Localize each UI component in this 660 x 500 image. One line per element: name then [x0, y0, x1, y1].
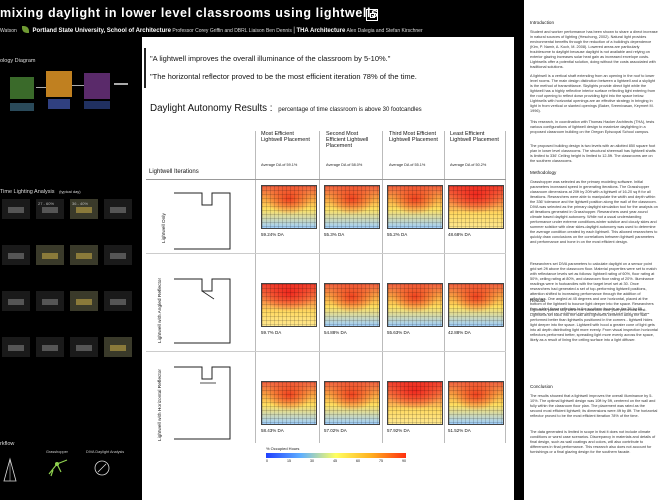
- iterations-label: Lightwell Iterations: [149, 169, 199, 175]
- heatmap: [324, 381, 380, 425]
- analysis-title: Time Lighting Analysis: [0, 189, 55, 195]
- da-value: 55.3% DA: [324, 232, 345, 237]
- heatmap: [324, 185, 380, 229]
- results-panel: "A lightwell improves the overall illumi…: [142, 37, 514, 500]
- legend-tick: 60: [356, 459, 360, 463]
- col-avg-2: Average DA of 58.0%: [326, 163, 363, 167]
- section-body: Student and worker performance has been …: [530, 30, 658, 69]
- section-head-methodology: Methodology: [530, 170, 557, 175]
- workflow-label: rkflow: [0, 441, 15, 447]
- university-name: Portland State University, School of Arc…: [32, 28, 171, 34]
- da-value: 54.88% DA: [324, 330, 347, 335]
- heatmap: [387, 381, 443, 425]
- row-label-horizontal-reflector: Lightwell with Horizontal Reflector: [158, 369, 163, 441]
- poster-title: mixing daylight in lower level classroom…: [0, 6, 379, 20]
- workflow-diva-label: DIVA Daylight Analysis: [86, 450, 125, 454]
- row-label-angled-reflector: Lightwell with Angled Reflector: [158, 277, 163, 343]
- legend-tick: 45: [333, 459, 337, 463]
- legend-tick: 90: [402, 459, 406, 463]
- section-body: Researchers set DIVA parameters to calcu…: [530, 262, 657, 314]
- section-sketch-horizontal: [174, 366, 231, 440]
- analysis-subtitle: (typical day): [59, 189, 81, 194]
- da-value: 59.24% DA: [261, 232, 284, 237]
- col-title-3: Third Most Efficient Lightwell Placement: [389, 131, 438, 143]
- quote-reflector: "The horizontal reflector proved to be t…: [150, 72, 417, 81]
- da-title-text: Daylight Autonomy Results :: [150, 103, 273, 114]
- legend-tick: 30: [310, 459, 314, 463]
- byline: Watson Portland State University, School…: [0, 26, 423, 34]
- legend-gradient-bar: [266, 453, 406, 458]
- advisor-credits: Alex Dalegia and Stefan Kirschner: [346, 28, 423, 34]
- da-value: 57.02% DA: [324, 428, 347, 433]
- col-title-2: Second Most Efficient Lightwell Placemen…: [326, 131, 369, 149]
- tile-label: 27 - 60%: [38, 201, 55, 206]
- section-sketch-angled: [174, 278, 231, 344]
- workflow-grasshopper-label: Grasshopper: [46, 450, 68, 454]
- row-label-lightwell-only: Lightwell Only: [162, 213, 167, 243]
- da-value: 51.52% DA: [448, 428, 471, 433]
- section-body: The data generated is limited in scope i…: [530, 430, 656, 454]
- color-legend: % Occupied Hours 0 15 30 45 60 75 90: [266, 446, 406, 463]
- col-avg-4: Average DA of 50.2%: [450, 163, 487, 167]
- heatmap: [448, 283, 504, 327]
- methodology-label: ology Diagram: [0, 58, 36, 64]
- section-body: Lightwells placed fully within the class…: [530, 308, 658, 342]
- heatmap: [261, 185, 317, 229]
- legend-tick: 75: [379, 459, 383, 463]
- section-head-results: Results: [530, 298, 546, 303]
- da-subtitle: percentage of time classroom is above 30…: [278, 107, 422, 113]
- professor-credits: Professor Corey Griffin and DBRL Liaison…: [172, 28, 292, 34]
- section-head-conclusion: Conclusion: [530, 384, 553, 389]
- da-value: 42.88% DA: [448, 330, 471, 335]
- da-value: 48.68% DA: [448, 232, 471, 237]
- section-body: Grasshopper was selected as the primary …: [530, 180, 658, 244]
- da-value: 55.63% DA: [387, 330, 410, 335]
- quote-bar: [144, 48, 146, 88]
- tile-label: 36 - 40%: [72, 201, 89, 206]
- daylight-autonomy-title: Daylight Autonomy Results : percentage o…: [150, 103, 422, 114]
- grasshopper-icon: [47, 456, 69, 478]
- heatmap: [324, 283, 380, 327]
- leaf-logo-icon: [22, 26, 30, 33]
- da-value: 57.92% DA: [387, 428, 410, 433]
- methodology-diagram: [10, 71, 130, 113]
- firm-name: THA Architecture: [296, 28, 346, 34]
- col-avg-1: Average DA of 59.1%: [261, 163, 298, 167]
- heatmap: [261, 381, 317, 425]
- legend-tick: 0: [266, 459, 268, 463]
- diva-icon: [92, 458, 112, 478]
- analysis-label: Time Lighting Analysis (typical day): [0, 189, 81, 195]
- da-value: 58.43% DA: [261, 428, 284, 433]
- quote-illuminance: "A lightwell improves the overall illumi…: [150, 54, 391, 63]
- section-head-introduction: Introduction: [530, 20, 555, 25]
- section-body: This research, in coordination with Thom…: [530, 120, 655, 134]
- heatmap: [387, 283, 443, 327]
- legend-tick: 15: [287, 459, 291, 463]
- building-model-icon: [2, 455, 18, 483]
- heatmap: [387, 185, 443, 229]
- section-body: The proposed building design is two leve…: [530, 144, 656, 163]
- legend-ticks: 0 15 30 45 60 75 90: [266, 459, 406, 463]
- legend-title: % Occupied Hours: [266, 446, 300, 451]
- da-value: 55.2% DA: [387, 232, 408, 237]
- col-title-4: Least Efficient Lightwell Placement: [450, 131, 499, 143]
- section-sketch-lightwell: [174, 192, 231, 250]
- section-body: The results showed that a lightwell impr…: [530, 394, 658, 418]
- firm-logo-icon: [366, 9, 378, 21]
- heatmap: [261, 283, 317, 327]
- text-column: Introduction Student and worker performa…: [524, 0, 660, 500]
- section-body: A lightwell is a vertical shaft extendin…: [530, 74, 656, 113]
- separator: |: [293, 27, 296, 34]
- author-name: Watson: [0, 28, 17, 34]
- col-avg-3: Average DA of 55.1%: [389, 163, 426, 167]
- heatmap: [448, 381, 504, 425]
- col-title-1: Most Efficient Lightwell Placement: [261, 131, 310, 143]
- da-value: 59.7% DA: [261, 330, 282, 335]
- heatmap: [448, 185, 504, 229]
